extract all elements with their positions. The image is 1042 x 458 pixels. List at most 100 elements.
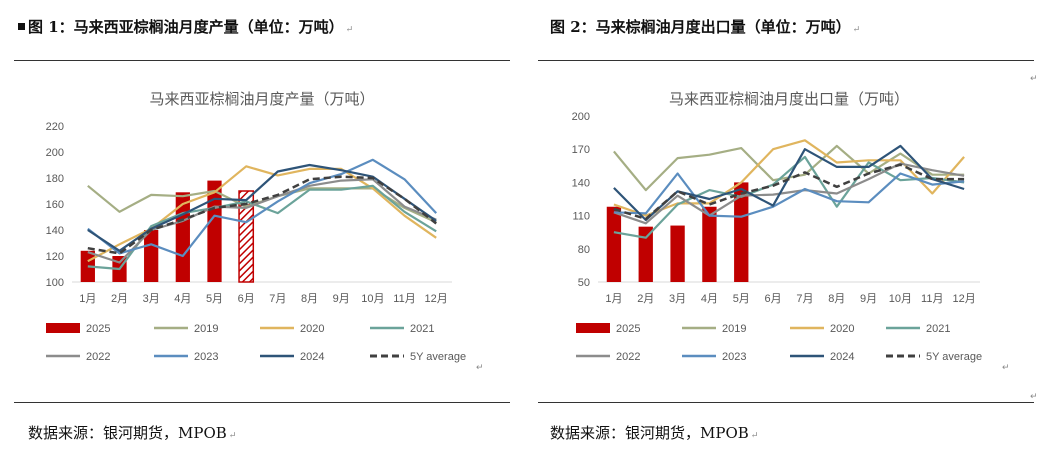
figure-2-bottom-rule (538, 402, 1034, 403)
y-tick-label: 200 (572, 111, 590, 123)
series-line-5y-average (87, 175, 437, 255)
paragraph-mark-icon: ↵ (228, 431, 237, 441)
y-tick-label: 220 (46, 121, 64, 133)
series-line-2022 (87, 178, 437, 264)
legend-label-2023: 2023 (722, 351, 746, 363)
figure-2-source-text: 数据来源：银河期货，MPOB (550, 424, 749, 442)
bar-2025 (734, 182, 749, 282)
bar-2025-estimate (238, 190, 255, 283)
x-tick-label: 1月 (605, 293, 622, 305)
paragraph-mark-icon: ↵ (476, 362, 484, 372)
legend-label-2020: 2020 (830, 323, 854, 335)
x-tick-label: 3月 (669, 293, 686, 305)
bar-2025 (638, 226, 653, 282)
paragraph-mark-icon: ↵ (852, 25, 861, 35)
figure-1-source: 数据来源：银河期货，MPOB ↵ (28, 422, 236, 443)
y-tick-label: 180 (46, 173, 64, 185)
figure-1-caption: 图 1：马来西亚棕榈油月度产量（单位：万吨） ↵ (18, 16, 353, 37)
y-tick-label: 80 (578, 244, 590, 256)
legend-label-2022: 2022 (616, 351, 640, 363)
series-line-2019 (87, 184, 437, 224)
paragraph-mark-icon: ↵ (750, 431, 759, 441)
legend-label-2025: 2025 (616, 323, 640, 335)
bar-2025 (702, 206, 717, 282)
chart-panel-production: 马来西亚棕榈油月度产量（万吨） 100 120 140 160 180 200 220 1月 2月… (22, 70, 492, 380)
series-line-2020 (613, 139, 965, 217)
y-tick-label: 140 (572, 177, 590, 189)
x-tick-label: 4月 (174, 293, 191, 305)
legend-label-2022: 2022 (86, 351, 110, 363)
series-line-2021 (613, 155, 965, 239)
x-tick-label: 9月 (860, 293, 877, 305)
y-tick-label: 160 (46, 199, 64, 211)
paragraph-mark-icon: ↵ (1030, 74, 1038, 84)
y-tick-label: 120 (46, 251, 64, 263)
bar-2025 (207, 180, 222, 282)
legend-swatch-2025 (46, 323, 80, 333)
legend-label-2021: 2021 (410, 323, 434, 335)
legend-label-2021: 2021 (926, 323, 950, 335)
figure-1-bottom-rule (14, 402, 510, 403)
bar-2025 (670, 225, 685, 282)
x-tick-label: 8月 (301, 293, 318, 305)
x-tick-label: 4月 (701, 293, 718, 305)
x-tick-label: 1月 (79, 293, 96, 305)
x-tick-label: 7月 (796, 293, 813, 305)
legend-label-2025: 2025 (86, 323, 110, 335)
y-tick-label: 170 (572, 144, 590, 156)
x-tick-label: 2月 (111, 293, 128, 305)
legend-swatch-2025 (576, 323, 610, 333)
figure-2-caption-text: 图 2：马来棕榈油月度出口量（单位：万吨） (550, 18, 851, 36)
y-tick-label: 110 (572, 211, 590, 223)
legend-label-2023: 2023 (194, 351, 218, 363)
x-tick-label: 3月 (143, 293, 160, 305)
x-tick-label: 12月 (425, 293, 448, 305)
series-line-5y-average (613, 163, 965, 221)
legend-label-2019: 2019 (194, 323, 218, 335)
series-line-2023 (613, 172, 965, 218)
figure-2-top-rule (538, 60, 1034, 61)
figure-1-caption-text: 图 1：马来西亚棕榈油月度产量（单位：万吨） (28, 18, 344, 36)
bar-2025 (144, 230, 159, 282)
y-tick-label: 100 (46, 277, 64, 289)
x-tick-label: 5月 (206, 293, 223, 305)
legend-label-2020: 2020 (300, 323, 324, 335)
paragraph-mark-icon: ↵ (1030, 392, 1038, 402)
legend-label-2024: 2024 (300, 351, 324, 363)
x-tick-label: 6月 (765, 293, 782, 305)
chart-title: 马来西亚棕榈油月度出口量（万吨） (669, 91, 909, 108)
x-tick-label: 5月 (733, 293, 750, 305)
x-tick-label: 6月 (238, 293, 255, 305)
x-tick-label: 11月 (393, 293, 415, 305)
production-chart: 马来西亚棕榈油月度产量（万吨） 100 120 140 160 180 200 220 1月 2月… (46, 91, 484, 372)
legend-label-2019: 2019 (722, 323, 746, 335)
bullet-square-icon (18, 22, 25, 30)
legend-label-5y-average: 5Y average (926, 351, 982, 363)
chart-title: 马来西亚棕榈油月度产量（万吨） (149, 91, 374, 108)
figure-2-source: 数据来源：银河期货，MPOB ↵ (550, 422, 758, 443)
series-line-2022 (613, 162, 965, 225)
y-tick-label: 140 (46, 225, 64, 237)
figure-1-source-text: 数据来源：银河期货，MPOB (28, 424, 227, 442)
x-tick-label: 2月 (637, 293, 654, 305)
chart-panel-exports: 马来西亚棕榈油月度出口量（万吨） 50 80 110 140 170 200 1月 2月 3月 4月… (548, 70, 1018, 380)
legend-label-2024: 2024 (830, 351, 854, 363)
figure-2-caption: 图 2：马来棕榈油月度出口量（单位：万吨） ↵ (550, 16, 860, 37)
series-line-2024 (613, 144, 965, 222)
x-tick-label: 10月 (361, 293, 384, 305)
paragraph-mark-icon: ↵ (345, 25, 354, 35)
paragraph-mark-icon: ↵ (1002, 362, 1010, 372)
x-tick-label: 10月 (889, 293, 912, 305)
x-tick-label: 8月 (828, 293, 845, 305)
x-tick-label: 11月 (921, 293, 943, 305)
bar-2025 (606, 206, 622, 282)
y-tick-label: 50 (578, 277, 590, 289)
legend-label-5y-average: 5Y average (410, 351, 466, 363)
series-line-2019 (613, 144, 965, 192)
x-tick-label: 12月 (952, 293, 975, 305)
y-tick-label: 200 (46, 147, 64, 159)
exports-chart: 马来西亚棕榈油月度出口量（万吨） 50 80 110 140 170 200 1月 2月 3月 4月… (572, 91, 1010, 372)
series-line-2024 (87, 163, 437, 252)
series-line-2023 (87, 158, 438, 258)
bar-2025 (175, 192, 190, 282)
